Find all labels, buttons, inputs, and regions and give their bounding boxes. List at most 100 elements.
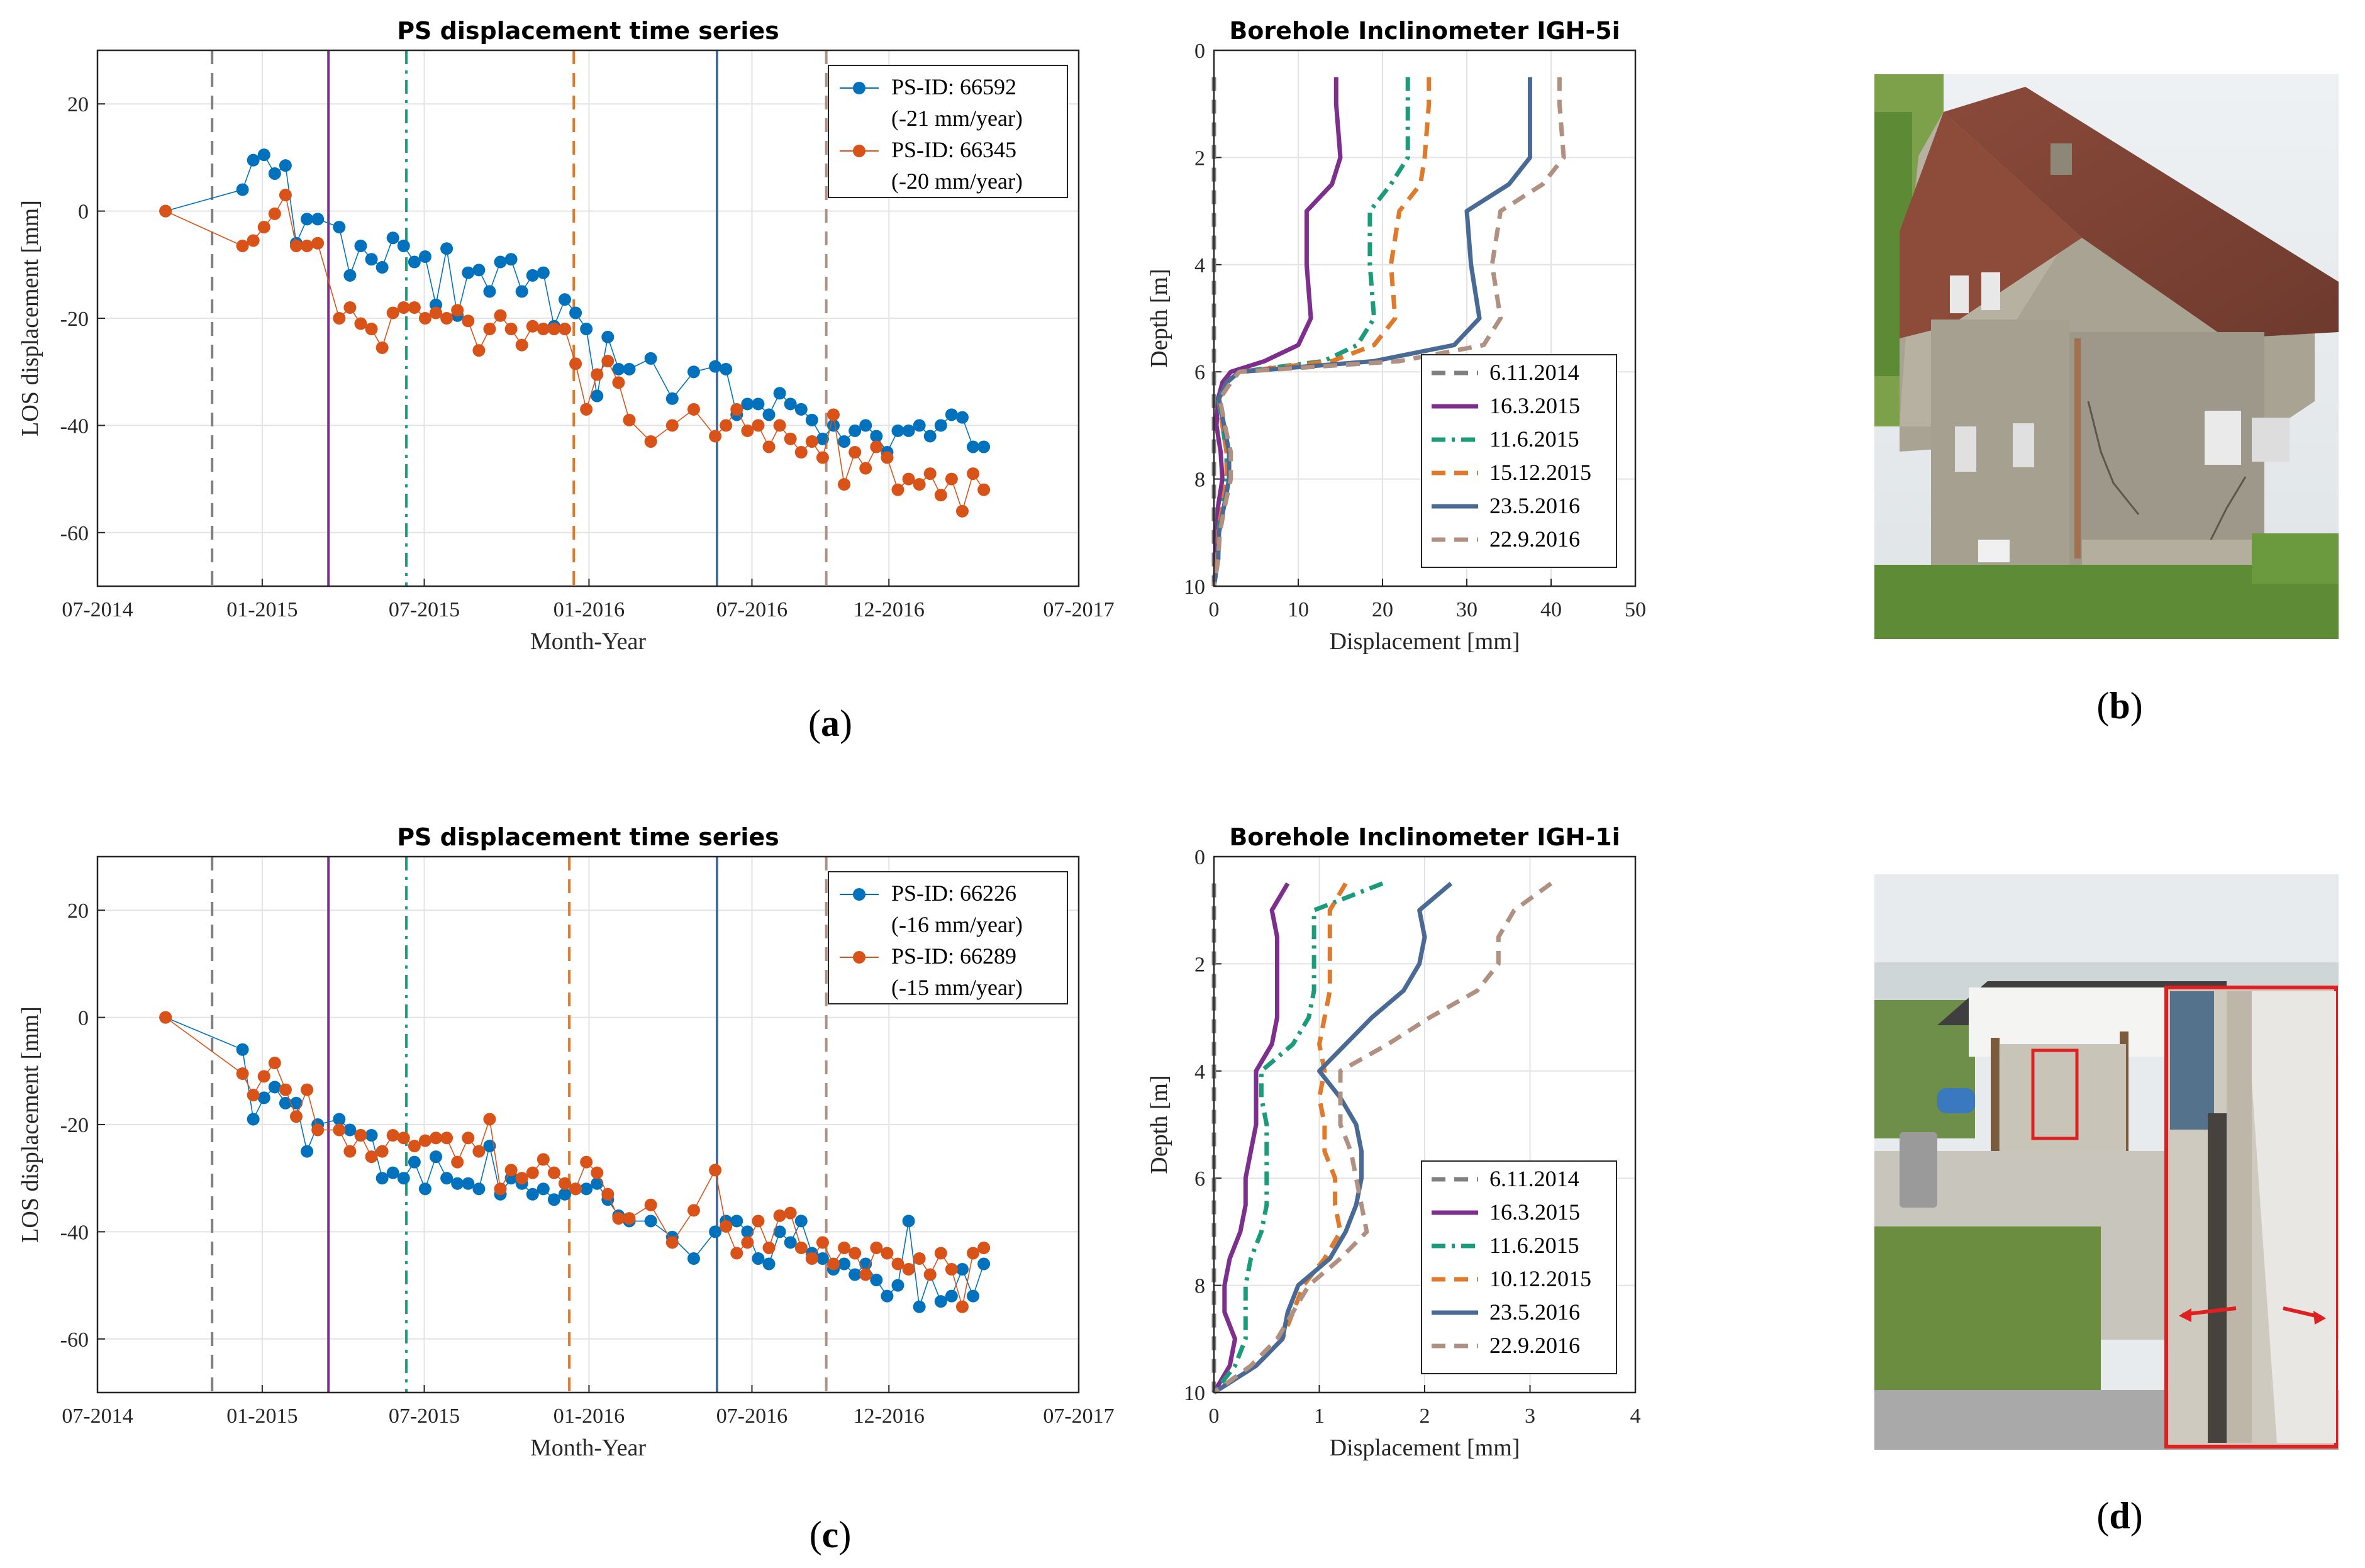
data-point <box>902 1215 915 1228</box>
data-point <box>257 148 270 162</box>
data-point <box>752 1252 765 1265</box>
data-point <box>665 392 679 405</box>
data-point <box>741 424 754 437</box>
data-point <box>977 1241 991 1254</box>
y-tick-label: 20 <box>67 899 89 923</box>
data-point <box>773 419 786 432</box>
data-point <box>784 398 797 411</box>
chart-a_ts: 07-2014 01-2015 07-2015 01-2016 07-2016 12-20… <box>17 17 1115 655</box>
data-point <box>977 440 991 453</box>
data-point <box>472 1145 486 1158</box>
data-point <box>472 264 486 277</box>
data-point <box>451 1155 464 1169</box>
data-point <box>558 293 571 306</box>
x-tick-label: 20 <box>1372 598 1393 621</box>
data-point <box>891 424 904 437</box>
data-point <box>268 167 281 180</box>
y-tick-label: 2 <box>1194 147 1205 170</box>
panel-label-c: (c) <box>810 1514 852 1555</box>
inset-detail <box>2164 986 2338 1448</box>
data-point <box>558 323 571 336</box>
data-point <box>376 341 389 354</box>
data-point <box>644 1215 657 1228</box>
data-point <box>955 504 969 518</box>
legend-entry-name: PS-ID: 66592 <box>891 74 1016 99</box>
legend-entry-name: 23.5.2016 <box>1489 493 1580 518</box>
y-axis-label: LOS displacement [mm] <box>17 1006 43 1243</box>
y-tick-label: -40 <box>60 414 89 438</box>
x-tick-label: 2 <box>1420 1404 1430 1428</box>
data-point <box>386 231 399 245</box>
data-point <box>397 239 410 252</box>
data-point <box>827 419 840 432</box>
profile-line <box>1211 77 1343 587</box>
data-point <box>483 323 496 336</box>
paren: ) <box>2130 685 2143 726</box>
data-point <box>430 1150 443 1164</box>
panel-label-b: (b) <box>2096 685 2142 726</box>
panel-letter: d <box>2109 1495 2130 1537</box>
legend-entry-rate: (-16 mm/year) <box>891 912 1023 937</box>
data-point <box>343 269 357 282</box>
data-point <box>343 1145 357 1158</box>
x-tick-label: 40 <box>1540 598 1562 621</box>
data-point <box>623 1212 636 1225</box>
data-point <box>569 1182 582 1196</box>
data-point <box>418 1182 431 1196</box>
x-tick-label: 10 <box>1288 598 1309 621</box>
data-point <box>472 344 486 357</box>
data-point <box>301 1083 314 1096</box>
data-point <box>827 408 840 421</box>
data-point <box>440 1172 454 1185</box>
data-point <box>955 1300 969 1313</box>
x-tick-label: 01-2016 <box>554 598 625 621</box>
x-tick-label: 07-2017 <box>1043 598 1114 621</box>
data-point <box>236 183 249 196</box>
legend-entry-name: PS-ID: 66289 <box>891 943 1016 969</box>
data-point <box>289 1110 303 1123</box>
y-tick-label: 4 <box>1194 1060 1205 1084</box>
data-point <box>418 1134 431 1147</box>
axes-frame <box>96 49 1080 587</box>
data-point <box>644 435 657 448</box>
data-point <box>440 242 454 255</box>
data-point <box>794 446 808 459</box>
data-point <box>569 357 582 370</box>
data-point <box>494 1182 507 1196</box>
y-tick-label: 8 <box>1194 469 1205 492</box>
data-point <box>945 1263 958 1276</box>
panel-letter: a <box>821 703 840 744</box>
panel-letter: c <box>822 1514 839 1555</box>
y-tick-label: 8 <box>1194 1275 1205 1298</box>
data-point <box>236 239 249 252</box>
data-point <box>333 1113 346 1126</box>
data-point <box>816 432 829 445</box>
data-point <box>289 1096 303 1109</box>
data-point <box>934 1247 947 1260</box>
profile-line <box>1213 882 1348 1394</box>
data-point <box>741 1225 754 1238</box>
data-point <box>859 462 872 475</box>
chart-title: PS displacement time series <box>397 17 779 45</box>
data-point <box>612 1212 625 1225</box>
data-point <box>526 320 539 333</box>
data-point <box>794 1241 808 1254</box>
data-point <box>881 1247 894 1260</box>
legend-swatch-marker <box>853 82 865 94</box>
data-point <box>247 1113 260 1126</box>
y-tick-label: -60 <box>60 522 89 545</box>
data-point <box>483 1113 496 1126</box>
legend-box <box>1421 354 1617 568</box>
data-point <box>720 419 733 432</box>
legend-entry-name: 16.3.2015 <box>1489 393 1580 418</box>
axes-frame <box>96 855 1080 1394</box>
data-point <box>762 1257 776 1271</box>
data-point <box>859 1268 872 1281</box>
data-point <box>386 1166 399 1179</box>
crack-icon <box>2087 401 2140 515</box>
data-point <box>451 304 464 317</box>
legend-entry-name: PS-ID: 66226 <box>891 881 1016 906</box>
data-point <box>741 398 754 411</box>
data-point <box>386 306 399 320</box>
